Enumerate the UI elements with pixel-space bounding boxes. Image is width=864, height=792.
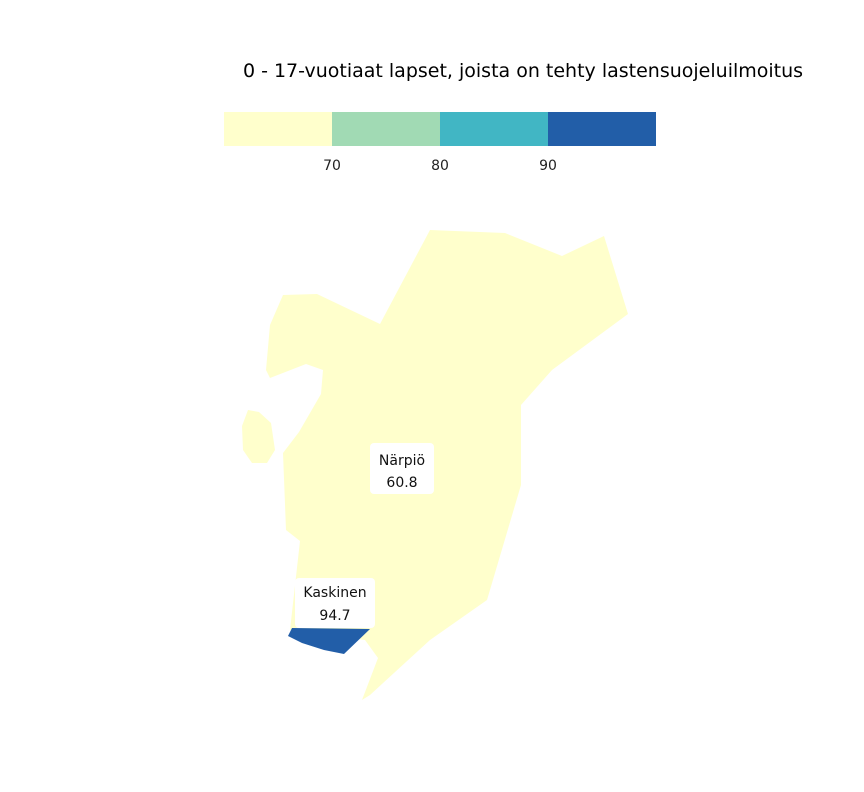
legend-break-80: 80 [431,158,449,174]
label-narpio-box [370,443,434,494]
legend-bin-1 [224,112,332,146]
label-narpio-value: 60.8 [386,475,417,491]
label-narpio-name: Närpiö [379,453,425,469]
label-kaskinen-box [295,578,375,628]
legend: 70 80 90 [224,112,656,174]
legend-break-70: 70 [323,158,341,174]
label-narpio: Närpiö 60.8 [370,443,434,494]
label-kaskinen-value: 94.7 [319,608,350,624]
legend-bin-3 [440,112,548,146]
region-narpio-island [242,410,275,463]
legend-bin-4 [548,112,656,146]
label-kaskinen-name: Kaskinen [303,585,366,601]
label-kaskinen: Kaskinen 94.7 [295,578,375,628]
legend-bin-2 [332,112,440,146]
region-kaskinen[interactable] [288,628,370,654]
legend-break-90: 90 [539,158,557,174]
map-title: 0 - 17-vuotiaat lapset, joista on tehty … [243,60,803,82]
